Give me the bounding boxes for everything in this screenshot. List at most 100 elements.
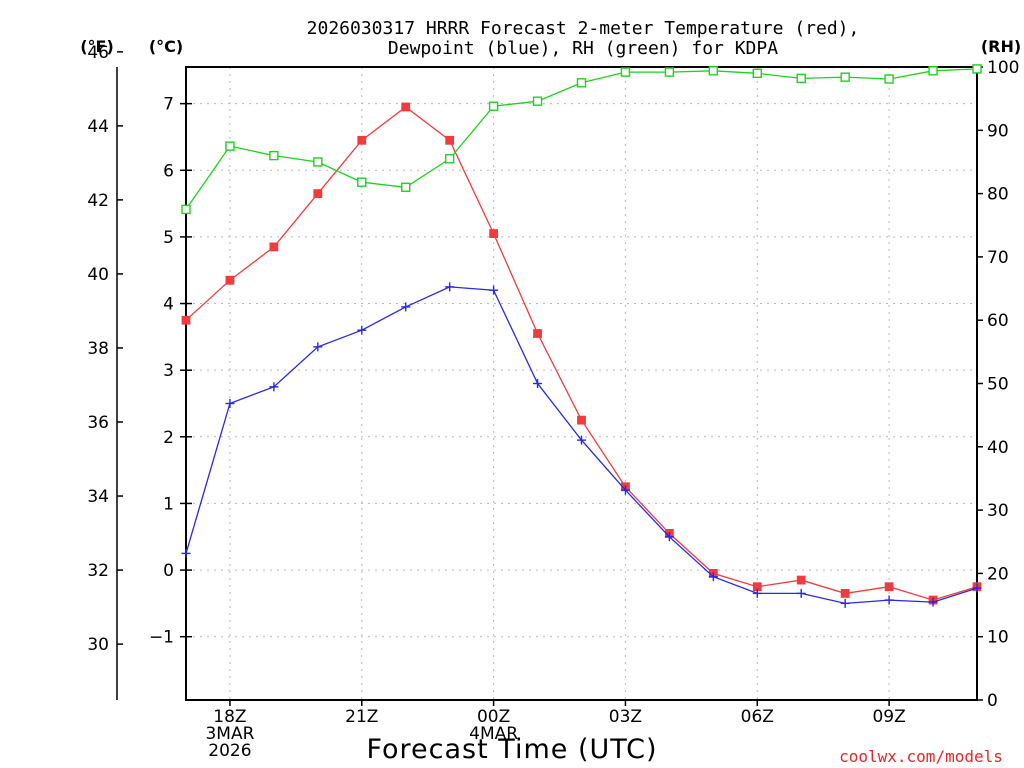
dewpoint-point	[401, 302, 411, 312]
dewpoint-point	[181, 548, 191, 558]
fahrenheit-tick-label: 30	[87, 635, 109, 655]
dewpoint-point	[533, 379, 543, 388]
dewpoint-point	[620, 485, 630, 495]
x-tick-label: 18Z	[213, 707, 246, 727]
rh-tick-label: 60	[987, 311, 1009, 331]
dewpoint-point	[972, 583, 982, 593]
rh-tick-label: 80	[987, 185, 1009, 205]
rh-point	[884, 74, 894, 84]
x-tick-label: 3MAR	[205, 724, 254, 744]
rh-point	[488, 101, 499, 111]
fahrenheit-tick-label: 40	[87, 265, 109, 285]
dewpoint-point	[445, 282, 455, 292]
x-tick-label: 00Z	[477, 707, 510, 727]
temperature-point	[313, 189, 323, 199]
rh-line	[185, 68, 978, 210]
rh-tick-label: 30	[987, 501, 1009, 521]
celsius-unit-label: (°C)	[149, 37, 183, 56]
fahrenheit-tick-label: 44	[87, 117, 109, 137]
x-tick-label: 21Z	[345, 707, 378, 727]
x-tick-label: 03Z	[609, 707, 642, 727]
x-tick-label: 2026	[208, 741, 251, 761]
dewpoint-point	[357, 325, 367, 335]
dewpoint-point	[269, 382, 279, 392]
rh-point	[972, 64, 982, 74]
temperature-point	[840, 588, 850, 598]
temperature-point	[533, 329, 542, 338]
rh-point	[357, 177, 367, 187]
rh-tick-label: 0	[987, 691, 998, 711]
celsius-tick-label: −1	[149, 628, 174, 648]
celsius-tick-label: 2	[163, 428, 174, 448]
rh-tick-label: 40	[987, 438, 1009, 458]
dewpoint-point	[313, 342, 323, 352]
dewpoint-point	[708, 572, 718, 582]
series	[181, 64, 982, 608]
x-axis-label: Forecast Time (UTC)	[366, 734, 657, 765]
fahrenheit-tick-label: 42	[87, 191, 109, 211]
rh-tick-label: 50	[987, 375, 1009, 395]
temperature-point	[445, 135, 455, 145]
rh-point	[664, 67, 675, 77]
fahrenheit-tick-label: 36	[87, 413, 109, 433]
dewpoint-point	[928, 597, 938, 607]
x-tick-label: 09Z	[872, 707, 905, 727]
rh-point	[576, 78, 587, 88]
rh-point	[444, 154, 455, 164]
rh-point	[225, 141, 235, 151]
celsius-tick-label: 0	[163, 561, 174, 581]
rh-point	[840, 72, 850, 82]
fahrenheit-tick-label: 46	[87, 43, 109, 63]
fahrenheit-tick-label: 34	[87, 487, 109, 507]
temperature-point	[796, 575, 806, 585]
dewpoint-point	[884, 595, 894, 605]
temperature-point	[401, 102, 411, 112]
credit-text: coolwx.com/models	[839, 747, 1003, 766]
dewpoint-point	[796, 588, 806, 598]
dewpoint-point	[752, 588, 762, 598]
fahrenheit-unit-label: (°F)	[80, 37, 114, 56]
celsius-tick-label: 7	[163, 95, 174, 115]
temperature-point	[884, 582, 894, 592]
dewpoint-point	[664, 532, 674, 542]
temperature-point	[489, 229, 499, 238]
rh-unit-label: (RH)	[981, 37, 1021, 56]
fahrenheit-tick-label: 38	[87, 339, 109, 359]
fahrenheit-tick-label: 32	[87, 561, 109, 581]
chart-title-line-1: 2026030317 HRRR Forecast 2-meter Tempera…	[307, 18, 860, 39]
temperature-point	[269, 242, 279, 252]
celsius-tick-label: 6	[163, 161, 174, 181]
x-tick-label: 06Z	[741, 707, 774, 727]
rh-tick-label: 100	[987, 58, 1019, 78]
rh-point	[620, 67, 631, 77]
celsius-tick-label: 1	[163, 494, 174, 514]
rh-point	[181, 204, 191, 215]
rh-point	[708, 66, 719, 76]
rh-point	[752, 68, 762, 79]
celsius-tick-label: 3	[163, 361, 174, 381]
celsius-tick-label: 4	[163, 295, 174, 315]
grid	[186, 67, 977, 700]
x-tick-label: 4MAR	[469, 724, 518, 744]
axes: 303234363840424446−101234567010203040506…	[87, 43, 1019, 761]
dewpoint-point	[225, 398, 235, 408]
rh-tick-label: 90	[987, 121, 1009, 141]
rh-point	[401, 182, 411, 192]
chart-title-line-2: Dewpoint (blue), RH (green) for KDPA	[388, 38, 778, 59]
celsius-tick-label: 5	[163, 228, 174, 248]
temperature-point	[357, 135, 367, 145]
temperature-point	[577, 415, 586, 425]
rh-tick-label: 20	[987, 564, 1009, 584]
rh-point	[796, 73, 806, 84]
temperature-point	[225, 275, 235, 285]
temperature-line	[185, 106, 978, 601]
rh-tick-label: 70	[987, 248, 1009, 268]
rh-tick-label: 10	[987, 628, 1009, 648]
dewpoint-point	[489, 285, 499, 295]
rh-point	[928, 66, 938, 76]
plot-frame	[185, 66, 978, 701]
dewpoint-line	[185, 286, 978, 605]
rh-point	[313, 157, 323, 167]
temperature-point	[181, 315, 191, 325]
